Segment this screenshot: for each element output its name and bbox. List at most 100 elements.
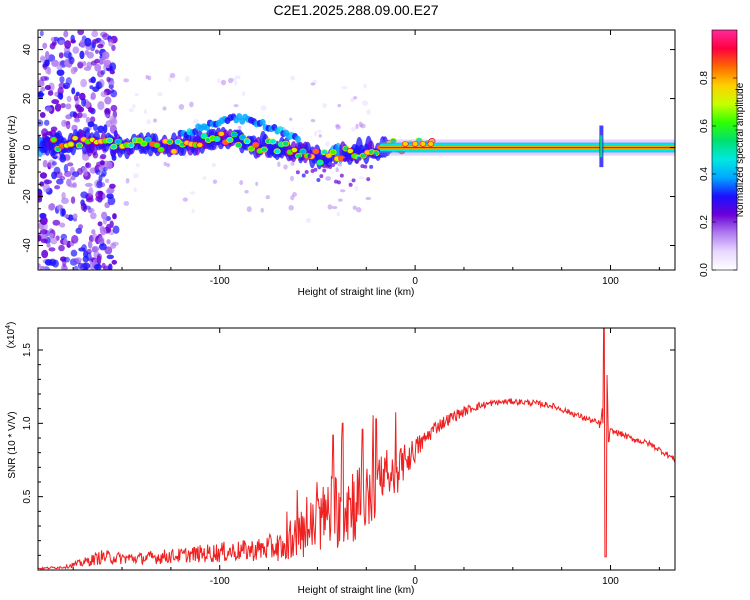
spectrogram-cell [304, 170, 309, 175]
snr-x-ticks: -100 0 100 [72, 328, 660, 587]
spectrogram-cell [220, 79, 227, 86]
snr-exponent-close: ) [6, 322, 17, 325]
spectrogram-cell [310, 119, 316, 123]
spectrogram-cell [110, 104, 118, 112]
spectrogram-cell [106, 76, 111, 83]
spectrogram-cell [58, 52, 64, 59]
spectrogram-cell [109, 69, 115, 75]
spectrogram-cell [342, 157, 347, 162]
spectrogram-cell [104, 246, 113, 255]
spectrogram-cell [237, 125, 242, 129]
spectrogram-cell [50, 136, 58, 143]
spectrogram-cell [348, 182, 353, 187]
spectrogram-cell [39, 172, 48, 179]
spectrogram-cell [39, 30, 44, 37]
spectrogram-cell [104, 178, 110, 183]
spectrogram-cell [352, 205, 357, 211]
spectrogram-cell [134, 92, 139, 97]
spectrogram-cell [105, 223, 111, 233]
spectrogram-cell [239, 180, 244, 186]
spectrogram-cell [111, 241, 119, 246]
colorbar: 0.0 0.2 0.4 0.6 0.8 Normalized spectral ampl… [699, 29, 746, 277]
spectrogram-cell [337, 103, 342, 108]
spectrogram-cell [355, 123, 359, 130]
spectrogram-cell [168, 76, 172, 82]
spectrogram-cell [314, 130, 318, 137]
spectrogram-cell [193, 118, 199, 124]
spectrogram-cell [73, 265, 79, 270]
spectrogram-cell [59, 208, 64, 217]
spectrogram-cell [45, 131, 53, 136]
spectrogram-cell [353, 96, 358, 100]
spectrogram-cell [112, 213, 117, 220]
spectrogram-cell [239, 134, 247, 141]
spectrogram-cell [301, 173, 306, 178]
spectrogram-image [38, 30, 675, 270]
snr-exponent-label: (x104) [5, 322, 17, 349]
spectrogram-cell [48, 247, 56, 252]
spectrogram-cell [97, 125, 105, 134]
spectrogram-cell [360, 164, 365, 169]
spectrogram-cell [273, 148, 281, 155]
spectrogram-cell [146, 119, 152, 125]
spectrogram-cell [184, 76, 190, 82]
spectrogram-cell [54, 103, 62, 112]
spectrogram-cell [70, 175, 76, 181]
spectrogram-cell [78, 106, 85, 113]
spectrogram-cell [84, 182, 93, 188]
spectrogram-cell [75, 142, 84, 149]
spectrogram-cell [106, 239, 111, 245]
spectrogram-cell [70, 196, 76, 204]
spectrogram-cell [83, 266, 89, 270]
spectrogram-cell [282, 140, 290, 147]
spectrogram-cell [427, 141, 435, 147]
spectrogram-cell [58, 39, 66, 45]
spectrogram-cell [47, 90, 54, 96]
spectrogram-cell [316, 159, 324, 166]
spectrogram-cell [73, 118, 81, 123]
spectrogram-cell [38, 196, 43, 203]
spectrogram-cell [49, 232, 54, 239]
spectrogram-cell [97, 100, 105, 110]
spectrogram-cell [44, 259, 53, 266]
spectrogram-cell [82, 113, 88, 119]
spectrogram-cell [106, 193, 114, 199]
spectrogram-cell [64, 40, 72, 49]
spectrogram-cell [51, 161, 57, 166]
colorbar-tick-label: 0.4 [699, 167, 710, 181]
spectrogram-cell [369, 164, 374, 169]
spectrogram-cell [196, 141, 204, 148]
spectrogram-cell [46, 243, 51, 248]
spectrogram-cell [351, 127, 356, 132]
spectrogram-cell [419, 141, 427, 147]
spectrogram-cell [90, 92, 96, 100]
colorbar-ticks: 0.0 0.2 0.4 0.6 0.8 [699, 71, 737, 277]
snr-x-tick-label: -100 [210, 576, 230, 587]
spectrogram-cell [63, 238, 68, 246]
spectrogram-cell [318, 134, 322, 138]
spectrogram-cell [312, 148, 320, 155]
colorbar-gradient [711, 29, 738, 271]
spectrogram-cell [339, 173, 344, 178]
spectrogram-cell [290, 147, 298, 154]
spectrogram-cell [123, 200, 130, 206]
spectrogram-cell [44, 179, 53, 185]
spectrogram-cell [123, 78, 130, 83]
spectrogram-cell [84, 50, 89, 56]
spectrogram-cell [79, 50, 85, 60]
spectrogram-cell [331, 163, 336, 168]
spectrogram-cell [294, 135, 301, 143]
spectrogram-cell [70, 249, 78, 257]
spectrogram-cell [77, 61, 84, 69]
spectrogram-cell [77, 262, 84, 270]
snr-y-tick-label: 0.5 [22, 489, 33, 503]
spectrogram-cell [307, 154, 312, 159]
spectrogram-cell [44, 59, 50, 67]
spectrogram-cell [346, 147, 354, 154]
spectrogram-cell [411, 141, 419, 147]
spectrogram-cell [217, 130, 225, 137]
snr-exponent-power: 4 [5, 325, 12, 329]
spectrogram-cell [67, 162, 74, 167]
spectrogram-cell [85, 162, 92, 169]
spectrogram-cell [71, 87, 76, 95]
